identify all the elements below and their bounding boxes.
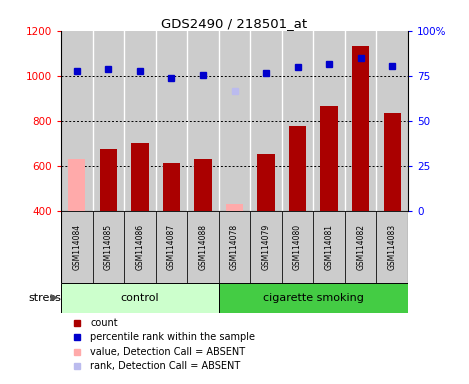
Bar [124, 211, 156, 283]
Bar [282, 211, 313, 283]
Bar [320, 106, 338, 211]
Text: stress: stress [28, 293, 61, 303]
Bar [163, 163, 180, 211]
Text: value, Detection Call = ABSENT: value, Detection Call = ABSENT [91, 347, 246, 357]
Bar [377, 31, 408, 211]
Text: GSM114079: GSM114079 [262, 223, 271, 270]
Bar [313, 31, 345, 211]
Text: rank, Detection Call = ABSENT: rank, Detection Call = ABSENT [91, 361, 241, 371]
Text: GSM114080: GSM114080 [293, 223, 302, 270]
Bar [313, 211, 345, 283]
Bar [219, 283, 408, 313]
Bar [194, 159, 212, 211]
Bar [250, 211, 282, 283]
Bar [61, 31, 92, 211]
Text: GSM114087: GSM114087 [167, 223, 176, 270]
Bar [92, 31, 124, 211]
Bar [99, 149, 117, 211]
Bar [156, 31, 187, 211]
Title: GDS2490 / 218501_at: GDS2490 / 218501_at [161, 17, 308, 30]
Bar [384, 113, 401, 211]
Bar [68, 159, 85, 211]
Text: GSM114088: GSM114088 [198, 223, 207, 270]
Bar [219, 31, 250, 211]
Text: control: control [121, 293, 159, 303]
Bar [377, 211, 408, 283]
Text: GSM114078: GSM114078 [230, 223, 239, 270]
Text: GSM114084: GSM114084 [72, 223, 81, 270]
Bar [282, 31, 313, 211]
Text: GSM114081: GSM114081 [325, 223, 333, 270]
Bar [226, 204, 243, 211]
Text: cigarette smoking: cigarette smoking [263, 293, 364, 303]
Bar [187, 211, 219, 283]
Text: GSM114083: GSM114083 [388, 223, 397, 270]
Bar [289, 126, 306, 211]
Text: percentile rank within the sample: percentile rank within the sample [91, 332, 256, 342]
Bar [187, 31, 219, 211]
Bar [156, 211, 187, 283]
Text: GSM114082: GSM114082 [356, 223, 365, 270]
Bar [61, 283, 219, 313]
Bar [250, 31, 282, 211]
Text: count: count [91, 318, 118, 328]
Bar [219, 211, 250, 283]
Bar [61, 211, 92, 283]
Bar [257, 154, 275, 211]
Bar [124, 31, 156, 211]
Bar [92, 211, 124, 283]
Text: GSM114086: GSM114086 [136, 223, 144, 270]
Text: GSM114085: GSM114085 [104, 223, 113, 270]
Bar [131, 143, 149, 211]
Bar [345, 31, 377, 211]
Bar [345, 211, 377, 283]
Bar [352, 46, 370, 211]
